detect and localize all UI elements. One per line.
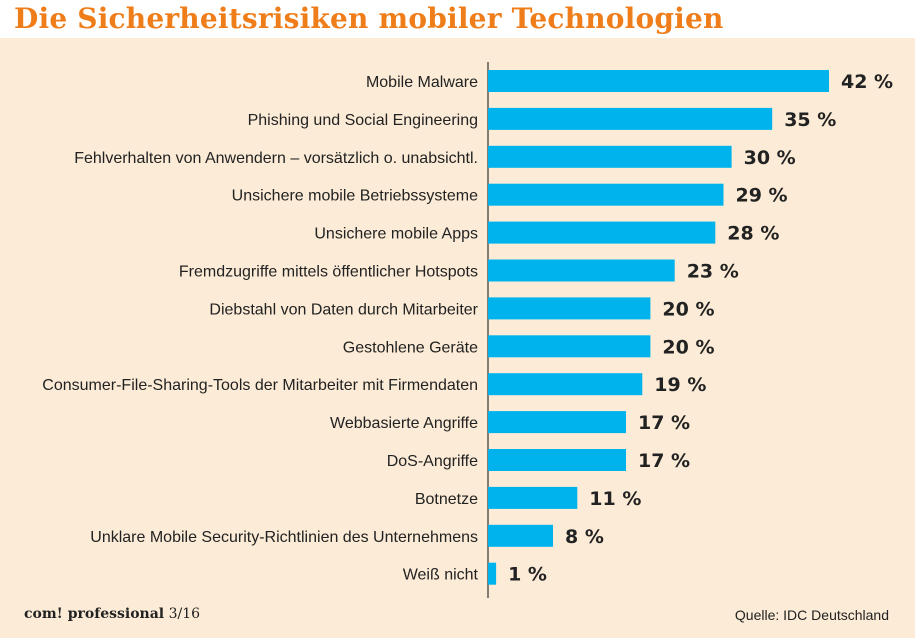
bar xyxy=(488,335,651,358)
value-label: 19 % xyxy=(654,374,706,396)
category-label: Webbasierte Angriffe xyxy=(330,415,478,432)
bar xyxy=(488,107,773,130)
bar xyxy=(488,411,626,434)
category-label: Fehlverhalten von Anwendern – vorsätzlic… xyxy=(74,150,478,167)
bar xyxy=(488,183,724,206)
bar xyxy=(488,486,578,509)
chart-panel: Mobile Malware 42 % Phishing und Social En… xyxy=(0,38,915,638)
value-label: 42 % xyxy=(841,71,893,93)
value-label: 8 % xyxy=(565,526,604,548)
bar xyxy=(488,221,716,244)
category-label: Weiß nicht xyxy=(403,567,479,584)
bar-chart: Mobile Malware 42 % Phishing und Social En… xyxy=(42,62,893,598)
bar xyxy=(488,70,829,92)
value-label: 17 % xyxy=(638,412,690,434)
value-label: 1 % xyxy=(508,564,547,586)
category-label: Phishing und Social Engineering xyxy=(248,112,478,129)
bar xyxy=(488,373,643,396)
category-label: Diebstahl von Daten durch Mitarbeiter xyxy=(209,301,478,318)
chart-title: Die Sicherheitsrisiken mobiler Technolog… xyxy=(14,2,724,35)
category-label: DoS-Angriffe xyxy=(387,453,478,470)
category-label: Unsichere mobile Apps xyxy=(314,226,478,243)
bar xyxy=(488,259,675,282)
category-label: Fremdzugriffe mittels öffentlicher Hotsp… xyxy=(179,264,478,281)
value-label: 29 % xyxy=(736,185,788,207)
category-label: Consumer-File-Sharing-Tools der Mitarbei… xyxy=(42,377,478,394)
bar xyxy=(488,145,732,168)
bar xyxy=(488,524,553,547)
value-label: 17 % xyxy=(638,450,690,472)
category-label: Mobile Malware xyxy=(366,74,478,91)
value-label: 30 % xyxy=(744,147,796,169)
bar xyxy=(488,562,497,585)
value-label: 11 % xyxy=(589,488,641,510)
category-label: Gestohlene Geräte xyxy=(343,339,478,356)
category-label: Unsichere mobile Betriebssysteme xyxy=(232,188,478,205)
value-label: 35 % xyxy=(784,109,836,131)
value-label: 20 % xyxy=(662,298,714,320)
bar xyxy=(488,297,651,320)
publication-credit: com! professional 3/16 xyxy=(24,606,200,622)
value-label: 20 % xyxy=(662,336,714,358)
source-credit: Quelle: IDC Deutschland xyxy=(734,607,889,623)
category-label: Unklare Mobile Security-Richtlinien des … xyxy=(90,529,478,546)
value-label: 28 % xyxy=(727,223,779,245)
category-label: Botnetze xyxy=(415,491,478,508)
value-label: 23 % xyxy=(687,261,739,283)
publication-name: com! professional xyxy=(24,606,165,622)
bar xyxy=(488,449,626,471)
publication-issue: 3/16 xyxy=(168,606,201,622)
